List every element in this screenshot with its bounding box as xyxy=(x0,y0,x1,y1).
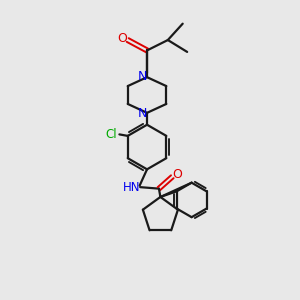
Text: HN: HN xyxy=(122,181,140,194)
Text: N: N xyxy=(137,107,147,120)
Text: O: O xyxy=(173,168,183,181)
Text: O: O xyxy=(117,32,127,45)
Text: N: N xyxy=(137,70,147,83)
Text: Cl: Cl xyxy=(106,128,117,141)
